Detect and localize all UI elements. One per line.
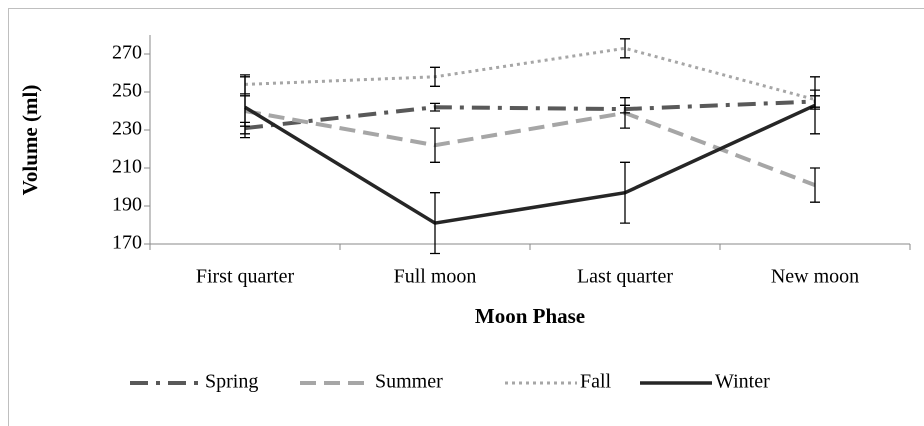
y-tick-label: 250 [112,80,142,102]
y-axis-title: Volume (ml) [18,85,42,196]
error-bar [810,76,820,135]
error-bar [430,127,440,163]
error-bar [620,161,630,224]
legend-label: Summer [375,371,443,393]
legend-label: Fall [580,371,612,393]
legend-label: Spring [205,371,258,393]
y-tick-label: 230 [112,118,142,140]
error-bar [430,66,440,87]
error-bar [240,76,250,139]
series-line [244,109,816,187]
error-bar [430,102,440,112]
legend-label: Winter [715,371,770,393]
series-line [244,103,816,225]
error-bar [430,192,440,255]
error-bar [810,167,820,203]
y-tick-label: 210 [112,156,142,178]
x-tick-label: New moon [771,266,859,288]
x-tick-label: First quarter [196,266,295,288]
x-axis-title: Moon Phase [475,304,585,328]
x-tick-label: Last quarter [577,266,673,288]
chart-border [8,8,924,426]
error-bar [620,38,630,59]
x-tick-label: Full moon [394,266,477,288]
y-tick-label: 190 [112,194,142,216]
series-line [244,46,816,102]
y-tick-label: 270 [112,42,142,64]
y-tick-label: 170 [112,232,142,254]
series-line [244,99,816,131]
error-bar [620,97,630,129]
